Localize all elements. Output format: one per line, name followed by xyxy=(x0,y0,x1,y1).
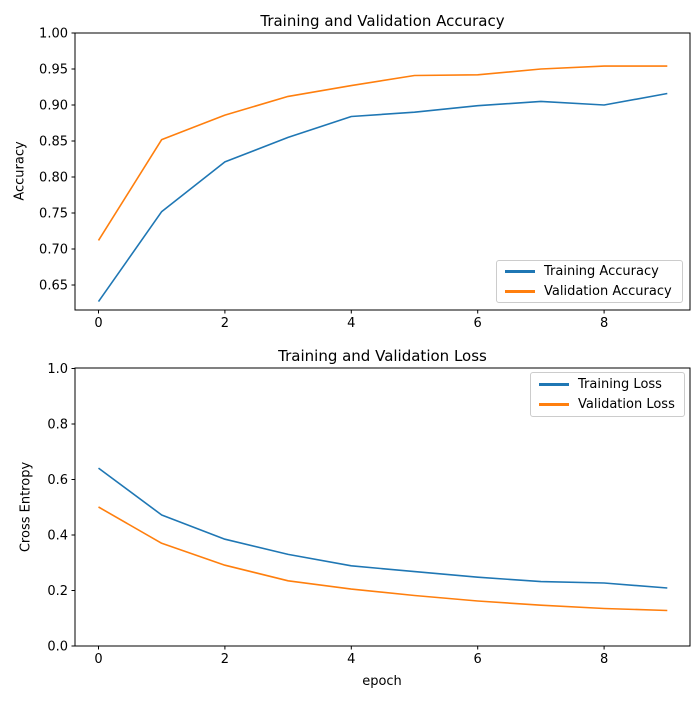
legend-label: Validation Accuracy xyxy=(544,284,672,299)
legend-item-validation-loss: Validation Loss xyxy=(539,396,676,413)
validation-accuracy-line-swatch xyxy=(505,290,535,293)
x-tick-label: 0 xyxy=(94,316,102,331)
series-line-training-accuracy xyxy=(97,92,668,303)
y-tick-label: 0.2 xyxy=(47,584,68,599)
y-tick-label: 0.0 xyxy=(47,640,68,655)
y-tick-label: 1.0 xyxy=(47,362,68,377)
loss-x-axis-label: epoch xyxy=(362,674,402,689)
accuracy-chart-title: Training and Validation Accuracy xyxy=(260,12,505,30)
accuracy-plot: 0.65 0.70 0.75 0.80 0.85 0.90 0.95 1.00 0 2 4 6 8 xyxy=(39,27,691,331)
legend-item-training-loss: Training Loss xyxy=(539,376,676,393)
training-loss-line-swatch xyxy=(539,383,569,386)
x-tick-label: 6 xyxy=(474,316,482,331)
series-line-validation-loss xyxy=(98,506,668,612)
y-tick-label: 0.70 xyxy=(39,243,68,258)
y-tick-label: 0.65 xyxy=(39,279,68,294)
y-tick-label: 0.4 xyxy=(47,528,68,543)
accuracy-y-axis-label: Accuracy xyxy=(12,141,28,201)
y-tick-label: 0.95 xyxy=(39,63,68,78)
x-tick-label: 0 xyxy=(94,652,102,667)
y-tick-label: 0.85 xyxy=(39,135,68,150)
loss-y-axis-label: Cross Entropy xyxy=(18,461,34,553)
plot-border xyxy=(74,367,691,647)
accuracy-legend: Training Accuracy Validation Accuracy xyxy=(496,260,683,303)
legend-item-training-accuracy: Training Accuracy xyxy=(505,263,674,280)
series-line-training-loss xyxy=(98,467,668,589)
x-tick-label: 2 xyxy=(221,316,229,331)
y-tick-label: 0.90 xyxy=(39,99,68,114)
legend-label: Training Accuracy xyxy=(544,264,659,279)
plot-border xyxy=(74,32,691,311)
x-tick-label: 2 xyxy=(221,652,229,667)
legend-label: Validation Loss xyxy=(578,397,675,412)
series-line-validation-accuracy xyxy=(97,65,668,241)
validation-loss-line-swatch xyxy=(539,403,569,406)
x-tick-label: 6 xyxy=(474,652,482,667)
training-accuracy-line-swatch xyxy=(505,270,535,273)
x-tick-label: 4 xyxy=(347,652,355,667)
y-tick-label: 0.75 xyxy=(39,207,68,222)
x-tick-label: 4 xyxy=(347,316,355,331)
y-tick-label: 0.6 xyxy=(47,473,68,488)
loss-plot: 0.0 0.2 0.4 0.6 0.8 1.0 0 2 4 6 8 xyxy=(47,362,691,667)
y-tick-label: 0.8 xyxy=(47,417,68,432)
legend-item-validation-accuracy: Validation Accuracy xyxy=(505,283,674,300)
x-tick-label: 8 xyxy=(600,652,608,667)
y-tick-label: 1.00 xyxy=(39,27,68,42)
legend-label: Training Loss xyxy=(578,377,662,392)
loss-legend: Training Loss Validation Loss xyxy=(530,372,685,417)
x-tick-label: 8 xyxy=(600,316,608,331)
y-tick-label: 0.80 xyxy=(39,171,68,186)
loss-chart-title: Training and Validation Loss xyxy=(278,347,487,365)
